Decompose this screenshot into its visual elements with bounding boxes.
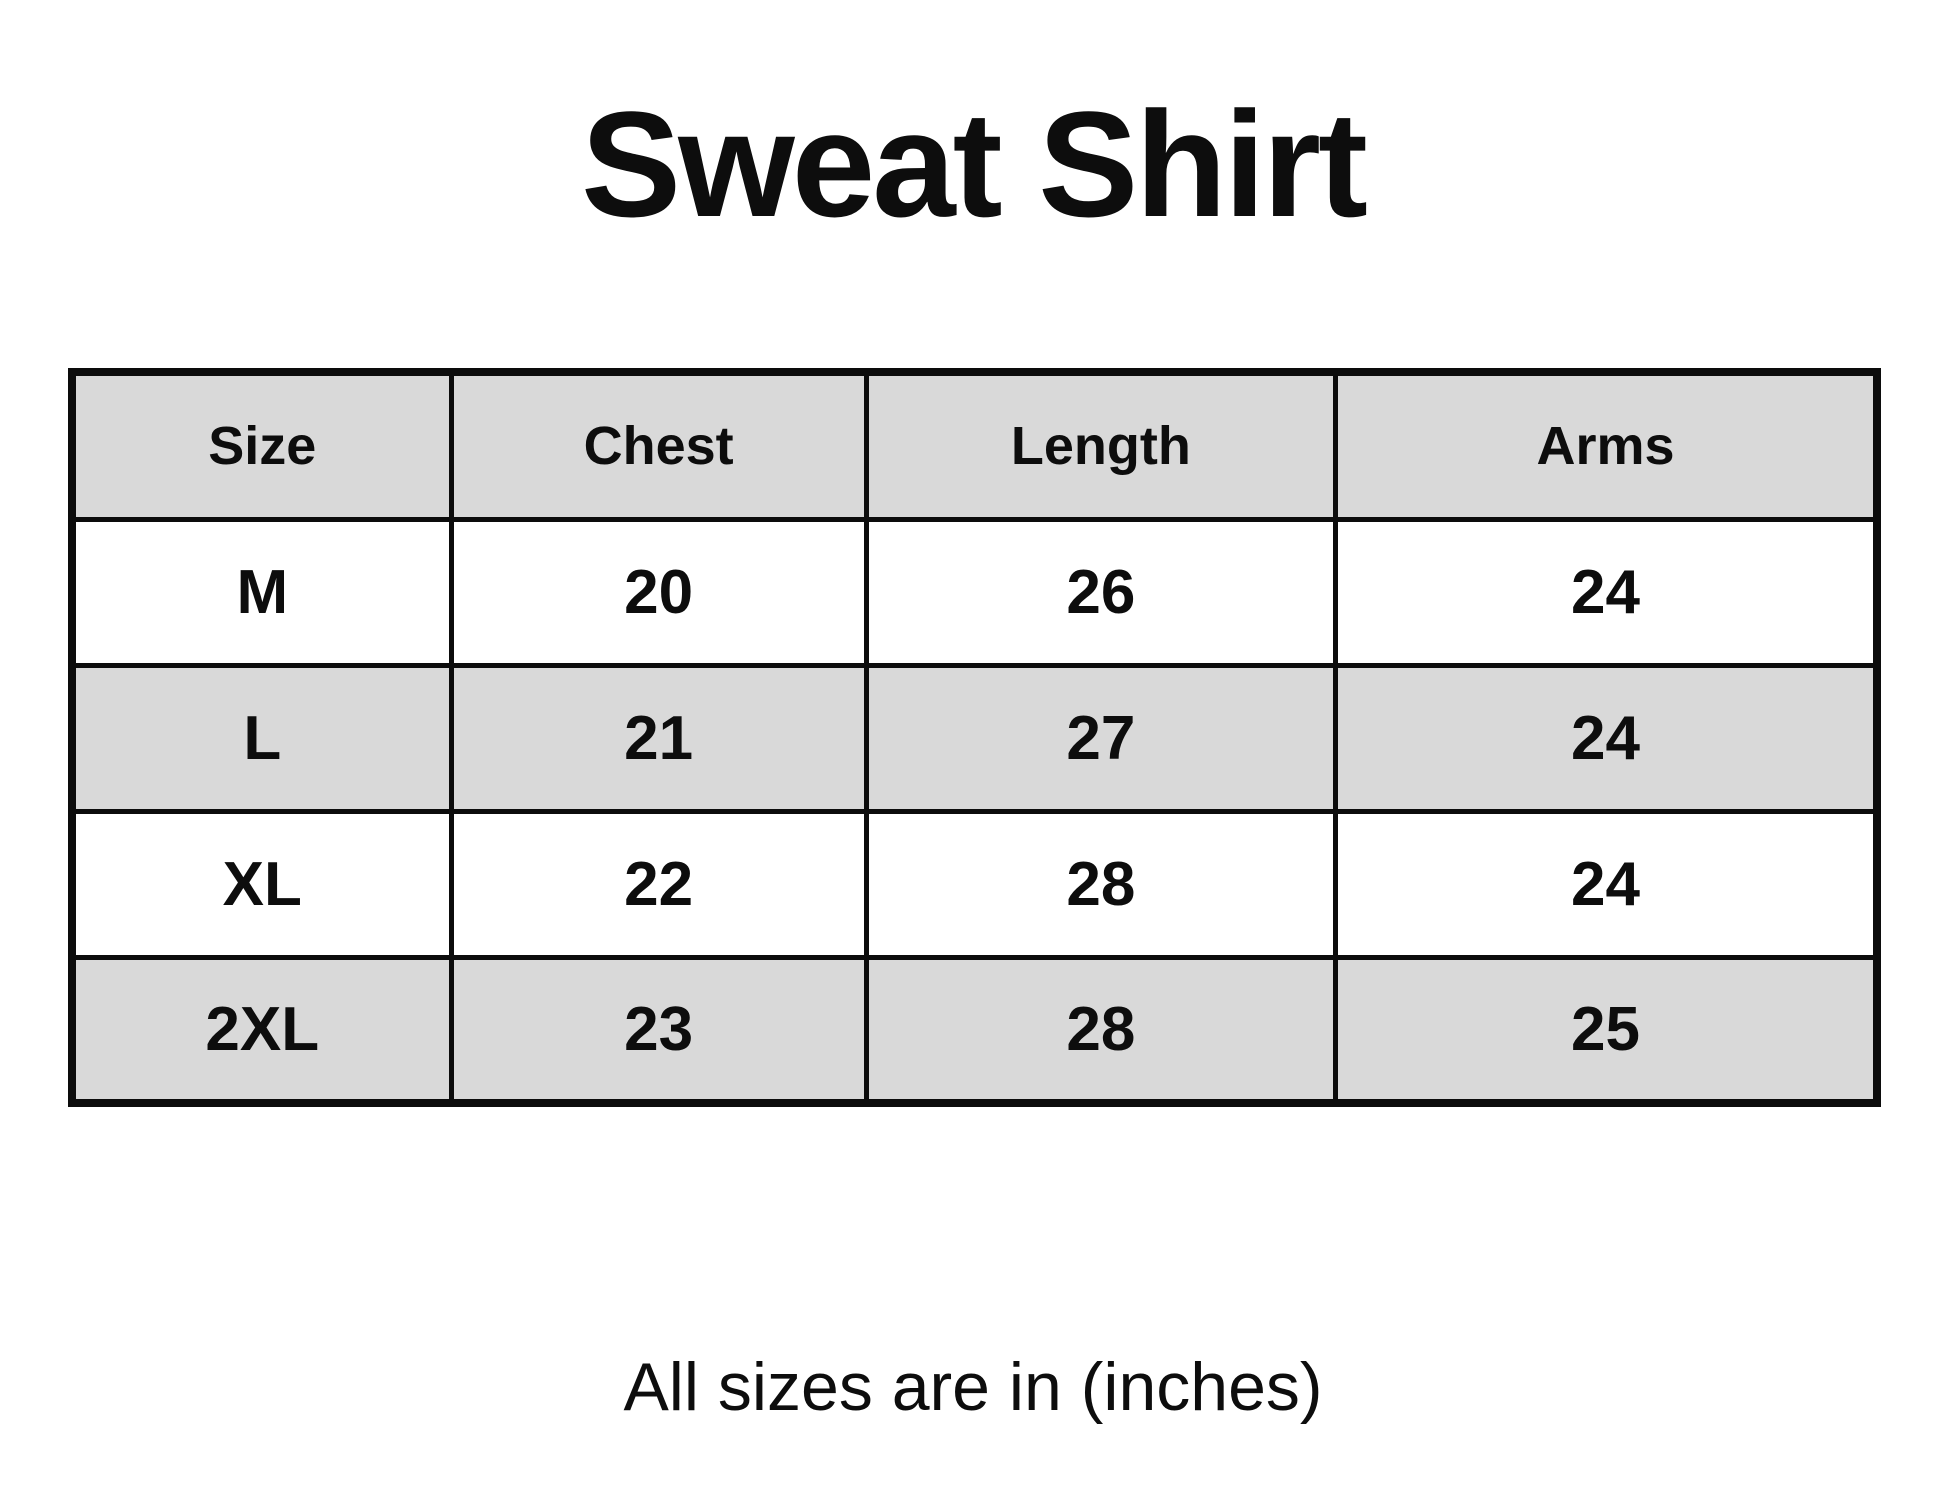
cell-arms: 25 <box>1332 954 1880 1106</box>
units-footnote: All sizes are in (inches) <box>623 1349 1323 1425</box>
column-header-chest: Chest <box>448 369 869 522</box>
table-row-2xl: 2XL 23 28 25 <box>69 954 1880 1106</box>
cell-size: XL <box>69 808 454 960</box>
table-row-m: M 20 26 24 <box>69 516 1880 668</box>
cell-chest: 22 <box>448 808 869 960</box>
cell-arms: 24 <box>1332 516 1880 668</box>
cell-chest: 21 <box>448 662 869 814</box>
column-header-arms: Arms <box>1332 369 1880 522</box>
table-row-l: L 21 27 24 <box>69 662 1880 814</box>
cell-chest: 23 <box>448 954 869 1106</box>
cell-size: L <box>69 662 454 814</box>
cell-size: 2XL <box>69 954 454 1106</box>
cell-length: 26 <box>863 516 1338 668</box>
cell-length: 28 <box>863 808 1338 960</box>
cell-size: M <box>69 516 454 668</box>
cell-length: 27 <box>863 662 1338 814</box>
header-row: Size Chest Length Arms <box>69 369 1880 522</box>
column-header-size: Size <box>69 369 454 522</box>
page-title: Sweat Shirt <box>581 80 1368 248</box>
cell-length: 28 <box>863 954 1338 1106</box>
size-chart-table: Size Chest Length Arms M 20 26 24 L 21 2… <box>68 368 1881 1107</box>
cell-arms: 24 <box>1332 808 1880 960</box>
column-header-length: Length <box>863 369 1338 522</box>
cell-chest: 20 <box>448 516 869 668</box>
table-row-xl: XL 22 28 24 <box>69 808 1880 960</box>
cell-arms: 24 <box>1332 662 1880 814</box>
